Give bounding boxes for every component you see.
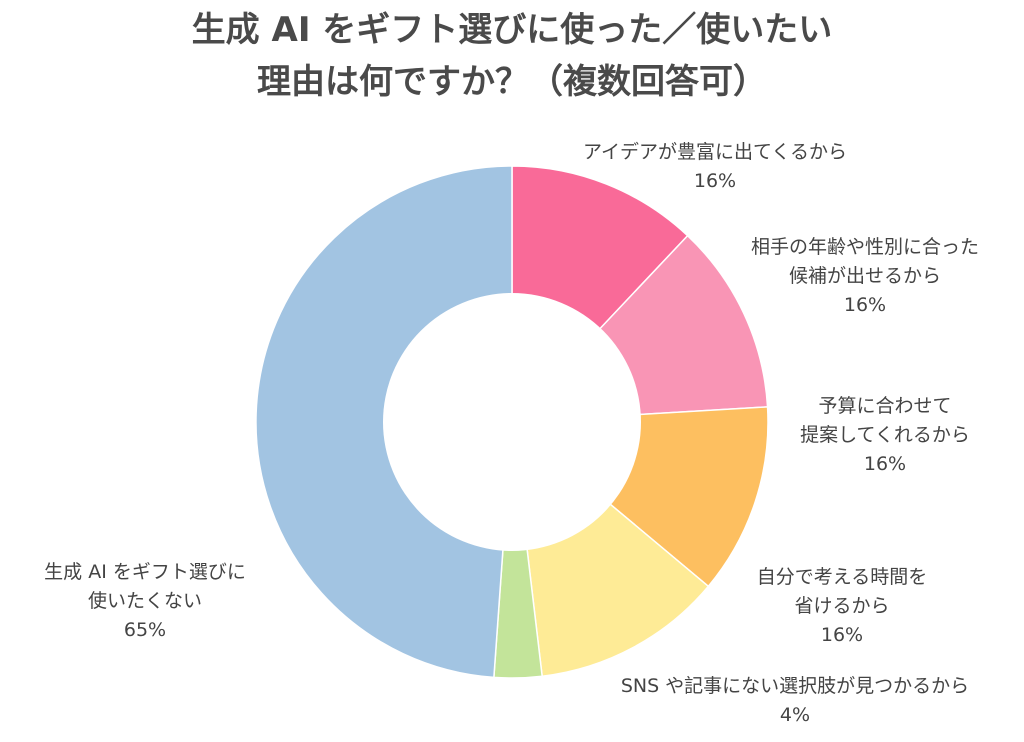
chart-title: 生成 AI をギフト選びに使った／使いたい 理由は何ですか？（複数回答可） bbox=[0, 4, 1024, 108]
slice-label-save-time-line-1: 自分で考える時間を bbox=[756, 566, 928, 588]
slice-label-budget: 予算に合わせて 提案してくれるから 16% bbox=[755, 392, 1015, 479]
slice-label-age-gender-line-1: 相手の年齢や性別に合った bbox=[750, 236, 979, 258]
slice-label-save-time: 自分で考える時間を 省けるから 16% bbox=[722, 563, 962, 650]
slice-value-not-use: 65% bbox=[123, 619, 167, 641]
slice-label-not-use-line-1: 生成 AI をギフト選びに bbox=[44, 561, 246, 583]
donut-hole bbox=[383, 293, 641, 551]
slice-label-not-use-line-2: 使いたくない bbox=[87, 590, 202, 612]
slice-label-budget-line-2: 提案してくれるから bbox=[800, 424, 970, 446]
slice-label-age-gender: 相手の年齢や性別に合った 候補が出せるから 16% bbox=[705, 233, 1024, 320]
slice-label-sns: SNS や記事にない選択肢が見つかるから 4% bbox=[570, 672, 1020, 730]
slice-label-budget-line-1: 予算に合わせて bbox=[818, 395, 952, 417]
slice-label-sns-line-1: SNS や記事にない選択肢が見つかるから bbox=[620, 675, 970, 697]
slice-label-age-gender-line-2: 候補が出せるから bbox=[788, 265, 941, 287]
slice-value-age-gender: 16% bbox=[843, 294, 887, 316]
slice-value-sns: 4% bbox=[779, 704, 811, 726]
chart-title-line-2: 理由は何ですか？（複数回答可） bbox=[257, 62, 767, 102]
slice-label-save-time-line-2: 省けるから bbox=[794, 595, 890, 617]
slice-value-save-time: 16% bbox=[820, 624, 864, 646]
slice-label-not-use: 生成 AI をギフト選びに 使いたくない 65% bbox=[20, 558, 270, 645]
slice-value-ideas: 16% bbox=[693, 170, 737, 192]
slice-label-ideas: アイデアが豊富に出てくるから 16% bbox=[540, 138, 890, 196]
slice-label-ideas-line-1: アイデアが豊富に出てくるから bbox=[582, 141, 848, 163]
slice-value-budget: 16% bbox=[863, 453, 907, 475]
chart-title-line-1: 生成 AI をギフト選びに使った／使いたい bbox=[191, 10, 833, 50]
